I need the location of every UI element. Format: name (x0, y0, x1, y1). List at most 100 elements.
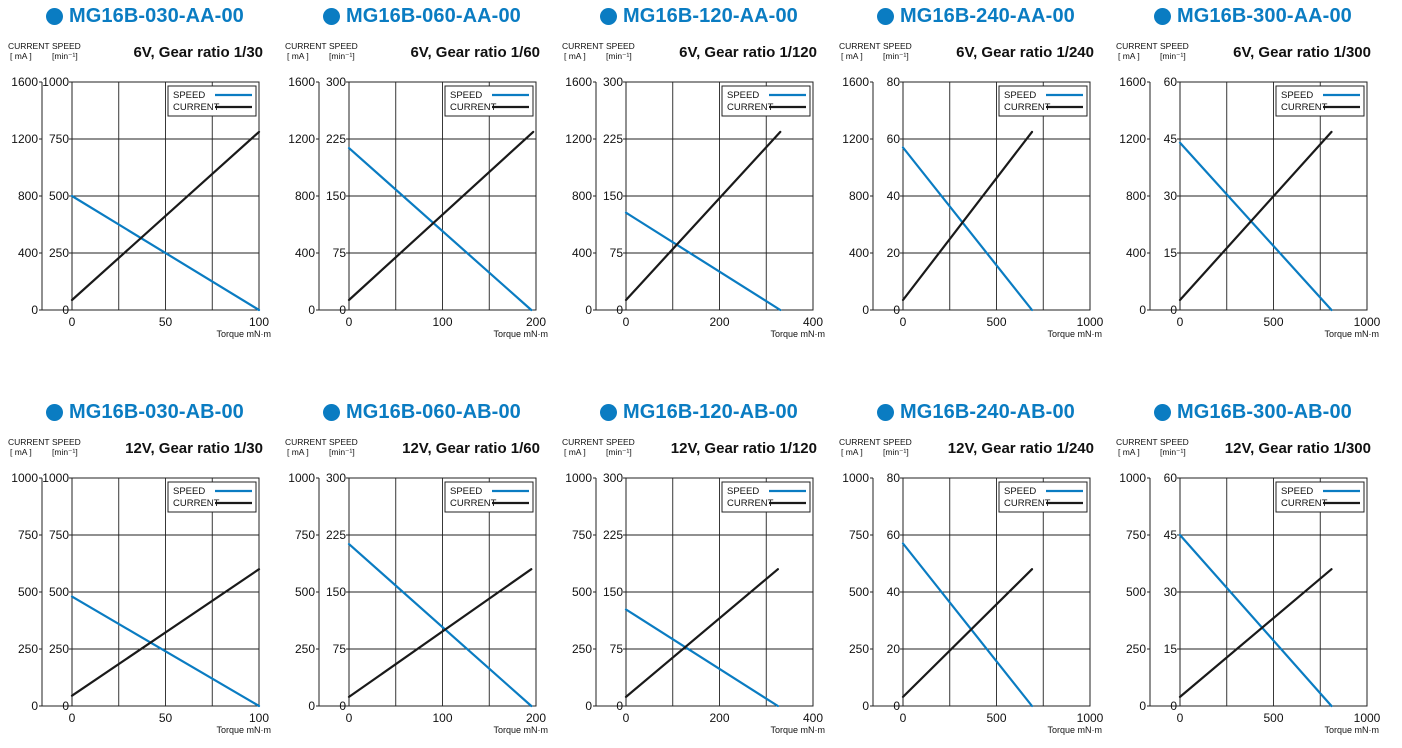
speed-unit-label: [min⁻¹] (329, 51, 355, 61)
current-unit-label: [ mA ] (841, 51, 863, 61)
chart-title: 6V, Gear ratio 1/120 (679, 44, 817, 61)
speed-axis-label: SPEED (1160, 41, 1189, 51)
speed-unit-label: [min⁻¹] (1160, 447, 1186, 457)
current-tick-label: 1000 (565, 471, 592, 485)
speed-tick-label: 300 (326, 471, 346, 485)
model-name: MG16B-030-AA-00 (69, 4, 244, 27)
model-name: MG16B-120-AA-00 (623, 4, 798, 27)
legend-current-label: CURRENT (1281, 102, 1328, 113)
x-axis-label: Torque mN·m (493, 725, 548, 735)
current-series-line (901, 130, 1034, 302)
x-tick-label: 100 (432, 315, 452, 329)
current-tick-label: 0 (585, 699, 592, 713)
speed-tick-label: 0 (616, 699, 623, 713)
speed-tick-label: 250 (49, 642, 69, 656)
current-tick-label: 0 (862, 699, 869, 713)
chart-panel-mg16b-120-ab-00: MG16B-120-AB-00 CURRENT[ mA ] SPEED [min⁻¹]… (554, 396, 832, 748)
speed-axis-label: SPEED (883, 41, 912, 51)
x-tick-label: 0 (346, 711, 353, 725)
current-unit-label: [ mA ] (1118, 51, 1140, 61)
current-tick-label: 1600 (565, 75, 592, 89)
speed-tick-label: 225 (326, 528, 346, 542)
speed-tick-label: 30 (1164, 189, 1178, 203)
speed-unit-label: [min⁻¹] (1160, 51, 1186, 61)
legend-current-label: CURRENT (727, 102, 774, 113)
motor-performance-chart: CURRENT[ mA ]SPEED[min⁻¹] 12V, Gear ratio… (285, 437, 548, 735)
x-tick-label: 0 (69, 315, 76, 329)
bullet-dot-icon (1154, 7, 1171, 25)
current-tick-label: 1200 (11, 132, 38, 146)
current-tick-label: 400 (1126, 246, 1146, 260)
motor-performance-chart: CURRENT[ mA ]SPEED[min⁻¹] 6V, Gear ratio … (1116, 41, 1381, 339)
current-tick-label: 800 (1126, 189, 1146, 203)
speed-unit-label: [min⁻¹] (52, 51, 78, 61)
current-axis-label: CURRENT (839, 41, 881, 51)
model-name: MG16B-240-AB-00 (900, 400, 1075, 423)
current-axis-label: CURRENT (8, 437, 50, 447)
x-tick-label: 100 (432, 711, 452, 725)
current-unit-label: [ mA ] (10, 447, 32, 457)
speed-tick-label: 0 (339, 303, 346, 317)
speed-tick-label: 0 (1170, 699, 1177, 713)
legend-box (444, 85, 534, 117)
current-series-line (70, 568, 261, 697)
x-tick-label: 100 (249, 315, 269, 329)
speed-series-line (624, 608, 779, 708)
bullet-dot-icon (600, 7, 617, 25)
x-tick-label: 0 (1177, 315, 1184, 329)
speed-tick-label: 225 (603, 528, 623, 542)
speed-tick-label: 75 (333, 246, 347, 260)
speed-series-line (901, 146, 1034, 312)
chart-panel-mg16b-300-aa-00: MG16B-300-AA-00 CURRENT[ mA ] SPEED [min⁻¹]… (1108, 0, 1386, 352)
x-tick-label: 50 (159, 315, 173, 329)
speed-axis-label: SPEED (52, 41, 81, 51)
x-tick-label: 400 (803, 711, 823, 725)
current-tick-label: 0 (31, 303, 38, 317)
legend-current-label: CURRENT (1281, 498, 1328, 509)
bullet-dot-icon (46, 403, 63, 421)
motor-performance-chart: CURRENT[ mA ]SPEED[min⁻¹] 6V, Gear ratio … (285, 41, 548, 339)
legend-box (444, 481, 534, 513)
current-axis-label: CURRENT (562, 437, 604, 447)
legend-speed-label: SPEED (450, 486, 482, 497)
x-tick-label: 400 (803, 315, 823, 329)
bullet-dot-icon (877, 403, 894, 421)
chart-title: 12V, Gear ratio 1/120 (671, 440, 817, 457)
current-tick-label: 1000 (11, 471, 38, 485)
legend-current-label: CURRENT (1004, 498, 1051, 509)
speed-unit-label: [min⁻¹] (883, 447, 909, 457)
chart-title: 12V, Gear ratio 1/30 (125, 440, 263, 457)
speed-tick-label: 45 (1164, 132, 1178, 146)
current-tick-label: 0 (1139, 699, 1146, 713)
speed-unit-label: [min⁻¹] (52, 447, 78, 457)
current-tick-label: 0 (308, 303, 315, 317)
speed-tick-label: 0 (893, 303, 900, 317)
x-tick-label: 0 (623, 315, 630, 329)
current-tick-label: 750 (849, 528, 869, 542)
chart-panel-mg16b-240-ab-00: MG16B-240-AB-00 CURRENT[ mA ] SPEED [min⁻¹]… (831, 396, 1109, 748)
legend-box (1275, 481, 1365, 513)
current-axis-label: CURRENT (1116, 41, 1158, 51)
motor-performance-chart: CURRENT[ mA ]SPEED[min⁻¹] 12V, Gear ratio… (562, 437, 825, 735)
model-heading: MG16B-240-AA-00 (877, 3, 1075, 29)
bullet-dot-icon (1154, 403, 1171, 421)
speed-series-line (624, 211, 782, 312)
current-series-line (901, 568, 1034, 698)
chart-title: 6V, Gear ratio 1/60 (410, 44, 540, 61)
chart-panel-mg16b-030-ab-00: MG16B-030-AB-00 CURRENT[ mA ] SPEED [min⁻¹]… (0, 396, 278, 748)
x-tick-label: 1000 (1354, 315, 1381, 329)
current-tick-label: 1200 (565, 132, 592, 146)
current-tick-label: 800 (18, 189, 38, 203)
speed-tick-label: 150 (326, 585, 346, 599)
x-axis-label: Torque mN·m (1324, 329, 1379, 339)
speed-tick-label: 1000 (42, 75, 69, 89)
x-tick-label: 0 (1177, 711, 1184, 725)
current-tick-label: 400 (849, 246, 869, 260)
current-tick-label: 750 (18, 528, 38, 542)
current-series-line (1178, 568, 1333, 698)
model-name: MG16B-030-AB-00 (69, 400, 244, 423)
